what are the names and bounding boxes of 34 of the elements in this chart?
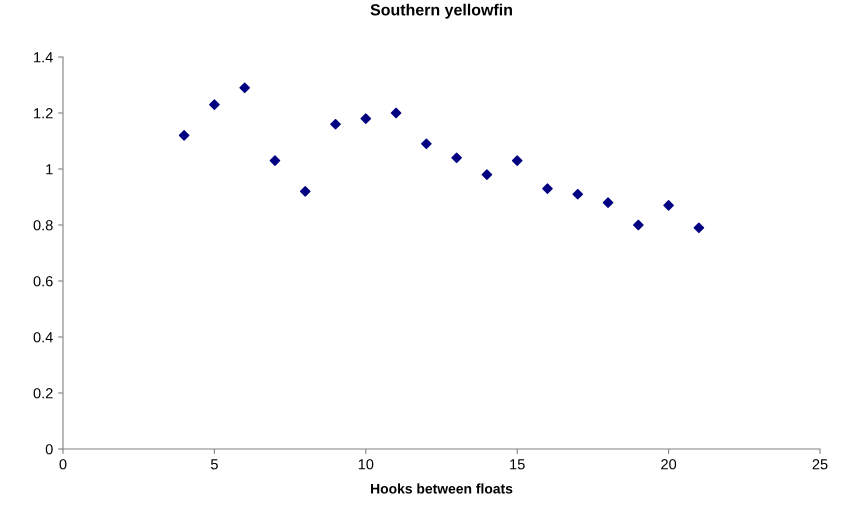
y-tick-label: 0.6	[34, 276, 53, 286]
point	[512, 155, 522, 166]
x-tick-label: 10	[358, 459, 374, 470]
point	[633, 220, 644, 230]
point	[270, 155, 280, 166]
y-tick-label: 0.4	[34, 332, 53, 342]
point	[451, 152, 462, 164]
x-tick-label: 15	[510, 459, 525, 470]
point	[694, 222, 704, 234]
point	[572, 188, 584, 200]
y-tick-label: 0	[46, 444, 53, 454]
point	[360, 113, 372, 124]
x-axis-title: Hooks between floats	[371, 483, 512, 494]
x-tick-label: 20	[661, 459, 676, 470]
x-tick-label: 25	[812, 459, 828, 470]
point	[239, 82, 250, 94]
point	[390, 108, 402, 118]
y-tick-label: 1.4	[34, 52, 53, 62]
point	[663, 200, 674, 211]
point	[178, 130, 190, 141]
point	[300, 186, 311, 197]
x-tick-label: 0	[60, 459, 66, 470]
chart-title: Southern yellowfin	[370, 4, 512, 19]
point	[209, 99, 220, 110]
y-tick-label: 0.2	[34, 388, 53, 398]
point	[542, 183, 553, 194]
point	[482, 169, 492, 180]
y-tick-label: 0.8	[34, 220, 53, 230]
point	[330, 118, 341, 130]
y-tick-label: 1.2	[34, 108, 53, 118]
y-tick-label: 1	[46, 164, 53, 174]
point	[421, 138, 432, 150]
x-tick-label: 5	[210, 459, 218, 470]
point	[602, 197, 614, 208]
